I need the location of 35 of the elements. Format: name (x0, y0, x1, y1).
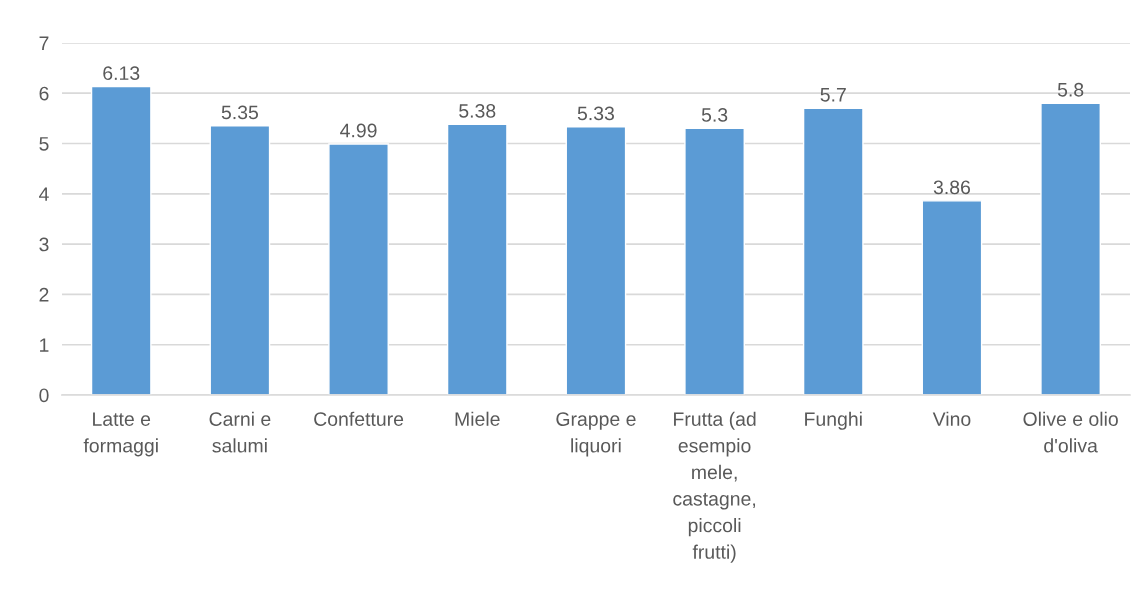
y-tick-label: 6 (39, 86, 49, 101)
data-label: 5.38 (459, 103, 496, 118)
x-tick-label: Grappe e liquori (556, 412, 636, 457)
data-label: 5.8 (1057, 82, 1084, 97)
y-tick-label: 3 (39, 237, 49, 252)
x-tick-label: Olive e olio d'oliva (1023, 411, 1118, 453)
bar (90, 85, 152, 396)
bar (684, 127, 745, 396)
x-tick-label: Carni e salumi (209, 411, 271, 453)
x-tick-label: Miele (455, 411, 500, 426)
y-tick-label: 0 (39, 388, 49, 403)
y-tick-label: 4 (39, 187, 49, 201)
bar (446, 123, 508, 396)
data-label: 4.99 (340, 123, 377, 138)
bar (565, 126, 627, 396)
bar (921, 200, 983, 396)
y-tick-label: 7 (39, 36, 49, 50)
data-label: 5.35 (221, 105, 258, 120)
bar (802, 107, 864, 396)
data-label: 3.86 (933, 180, 971, 195)
y-tick-label: 2 (39, 287, 49, 302)
y-tick-label: 1 (40, 338, 49, 352)
data-label: 5.7 (820, 88, 846, 102)
x-tick-label: Confetture (314, 411, 404, 426)
bar (328, 143, 389, 396)
data-label: 5.33 (577, 106, 614, 121)
data-label: 5.3 (701, 108, 728, 122)
x-tick-label: Vino (932, 411, 971, 426)
bar (209, 125, 271, 396)
x-tick-label: Latte e formaggi (83, 412, 158, 457)
y-tick-label: 5 (39, 137, 49, 151)
bar (1040, 102, 1101, 396)
x-tick-label: Frutta (ad esempio mele, castagne, piccoli frutti) (673, 411, 756, 563)
data-label: 6.13 (103, 66, 140, 81)
x-tick-label: Funghi (805, 411, 862, 430)
